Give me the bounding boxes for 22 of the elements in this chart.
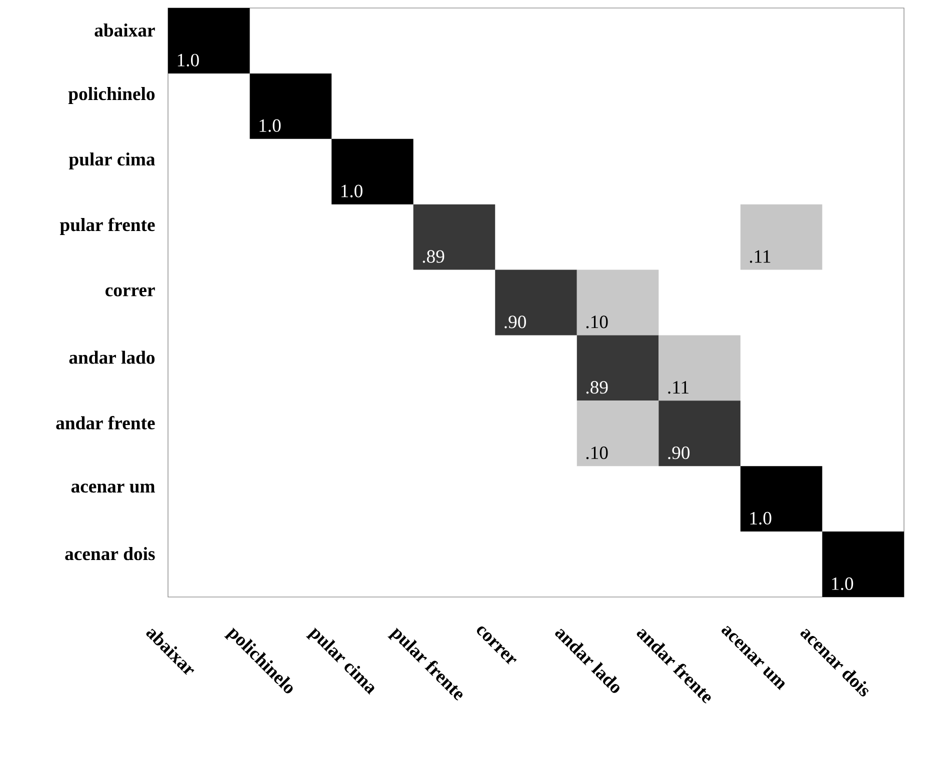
data-label: 1.0 [260,119,281,132]
data-label: 1.0 [832,577,854,590]
data-label: .90 [668,446,690,460]
y-tick-label: polichinelo [68,87,155,104]
y-tick-label: pular frente [60,218,155,235]
y-tick-label: andar lado [69,350,155,364]
data-label: 1.0 [178,54,199,67]
data-label: .11 [668,381,688,394]
y-tick-label: pular cima [68,152,155,170]
data-label: 1.0 [341,184,362,198]
y-tick-label: abaixar [94,23,155,37]
data-label: .89 [422,250,444,263]
y-tick-label: acenar dois [65,547,155,560]
y-tick-label: correr [106,287,155,296]
data-label: .89 [586,381,608,394]
y-tick-label: andar frente [56,416,155,430]
data-label: .10 [586,316,608,328]
data-label: 1.0 [750,512,772,525]
data-label: .11 [750,250,770,263]
data-label: .10 [586,446,608,460]
y-tick-label: acenar um [71,484,155,493]
data-label: .90 [504,316,526,328]
